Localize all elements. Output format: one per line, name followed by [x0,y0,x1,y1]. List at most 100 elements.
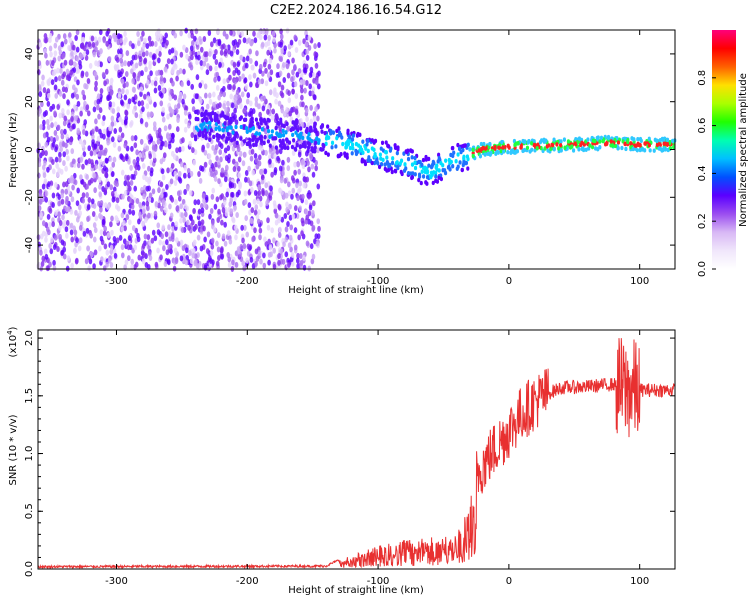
heatmap-cell [257,124,262,130]
heatmap-cell [104,171,108,178]
heatmap-cell [634,143,638,148]
heatmap-cell [110,115,115,122]
heatmap-cell [75,237,79,244]
heatmap-cell [279,28,283,35]
heatmap-cell [54,182,58,189]
heatmap-cell [293,34,297,41]
heatmap-cell [399,158,404,163]
heatmap-cell [413,165,418,171]
heatmap-cell [462,143,466,148]
heatmap-cell [48,32,53,39]
heatmap-cell [280,189,284,196]
heatmap-cell [58,224,62,231]
heatmap-cell [281,62,286,69]
heatmap-cell [201,118,205,123]
heatmap-cell [213,203,218,210]
heatmap-cell [460,167,464,173]
heatmap-cell [50,236,54,243]
heatmap-cell [127,98,132,105]
heatmap-cell [277,259,281,266]
heatmap-cell [190,32,195,39]
heatmap-cell [175,147,179,154]
y-tick-label: 2.0 [24,330,35,346]
heatmap-cell [117,145,122,152]
heatmap-cell [250,186,254,193]
heatmap-cell [193,199,198,206]
colorbar-tick-label: 0.8 [697,70,708,86]
heatmap-cell [291,177,296,184]
heatmap-cell [249,121,253,126]
heatmap-cell [149,70,153,77]
heatmap-cell [233,107,237,114]
heatmap-cell [640,147,644,152]
heatmap-cell [284,192,289,199]
heatmap-cell [171,226,175,233]
heatmap-cell [183,203,187,210]
heatmap-cell [47,92,51,99]
heatmap-cell [306,122,311,129]
heatmap-cell [164,207,168,214]
heatmap-cell [545,144,549,149]
heatmap-cell [159,100,164,107]
heatmap-cell [162,191,167,198]
heatmap-cell [92,203,97,210]
heatmap-cell [308,90,313,97]
heatmap-cell [62,160,66,167]
heatmap-cell [78,210,82,217]
heatmap-cell [109,184,114,191]
heatmap-cell [250,148,255,155]
heatmap-cell [153,210,158,217]
heatmap-cell [297,168,302,175]
heatmap-cell [273,203,277,210]
heatmap-cell [212,101,216,108]
heatmap-cell [160,140,165,147]
heatmap-cell [205,69,210,76]
heatmap-cell [216,217,221,224]
heatmap-cell [133,244,138,251]
heatmap-cell [300,94,304,101]
heatmap-cell [302,255,306,262]
heatmap-cell [158,45,162,52]
heatmap-cell [136,232,140,239]
heatmap-cell [623,141,627,147]
heatmap-cell [212,134,216,140]
heatmap-cell [170,132,175,139]
heatmap-cell [101,219,106,226]
heatmap-cell [173,170,178,177]
heatmap-cell [244,83,249,90]
heatmap-cell [288,110,293,117]
heatmap-cell [109,77,114,84]
heatmap-cell [150,196,154,203]
heatmap-cell [116,112,121,119]
heatmap-cell [131,225,136,232]
heatmap-cell [247,111,252,118]
heatmap-cell [129,164,133,171]
heatmap-cell [198,132,202,138]
heatmap-cell [92,149,97,156]
heatmap-cell [105,40,109,47]
heatmap-cell [241,160,246,167]
heatmap-cell [51,141,56,148]
heatmap-cell [173,180,178,187]
heatmap-cell [335,128,339,134]
heatmap-cell [300,230,304,237]
heatmap-cell [217,94,221,101]
heatmap-cell [208,98,213,105]
heatmap-cell [213,149,217,156]
heatmap-cell [296,133,300,138]
heatmap-cell [260,174,265,181]
heatmap-cell [103,225,107,232]
heatmap-cell [58,90,63,97]
heatmap-cell [175,126,180,133]
heatmap-cell [370,138,374,143]
heatmap-cell [273,167,278,174]
heatmap-cell [462,154,466,159]
heatmap-cell [552,147,556,152]
x-tick-label: -300 [105,276,128,287]
heatmap-cell [61,107,65,114]
heatmap-cell [286,125,290,132]
heatmap-cell [230,138,234,143]
heatmap-cell [222,30,227,37]
heatmap-cell [115,217,120,224]
heatmap-cell [255,255,260,262]
